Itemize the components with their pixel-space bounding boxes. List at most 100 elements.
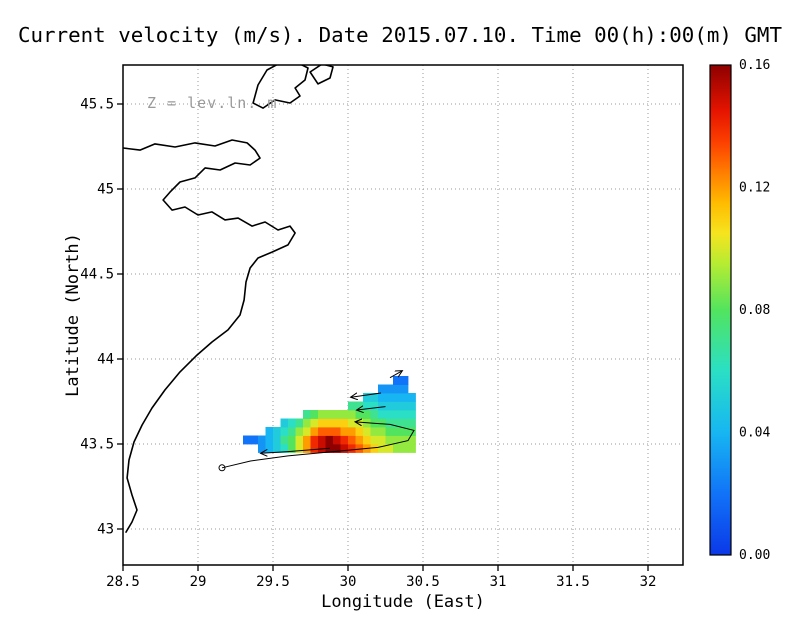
heatmap-cell [378,444,386,453]
heatmap-cell [408,401,416,411]
heatmap-cell [340,435,349,445]
heatmap-cell [348,418,356,428]
heatmap-cell [370,393,379,402]
heatmap-cell [340,427,349,436]
x-tick-label: 30 [340,574,357,590]
axis-layer: 28.5 29 29.5 30 30.5 31 31.5 32 43 43.5 44 44.5 45 45… [80,96,656,590]
heatmap-cell [243,435,251,445]
chart-title: Current velocity (m/s). Date 2015.07.10.… [18,23,782,47]
heatmap-cell [295,427,304,436]
heatmap-cell [385,384,394,394]
coastline-path [123,139,296,533]
heatmap-cell [385,444,394,453]
heatmap-cell [250,435,259,445]
heatmap-cell [288,427,296,436]
y-tick-label: 44.5 [80,266,114,282]
heatmap-cell [408,427,416,436]
heatmap-cell [340,410,349,419]
heatmap-cell [393,435,401,445]
heatmap-cell [280,418,289,428]
heatmap-cell [363,401,371,411]
colorbar-frame [709,64,732,556]
heatmap-cell [303,444,311,453]
heatmap-cell [385,435,394,445]
heatmap-cell [325,435,334,445]
heatmap-cell [378,393,386,402]
heatmap-cell [378,435,386,445]
x-tick-label: 32 [640,574,657,590]
heatmap-cell [295,435,304,445]
level-annotation: Z = lev.ln. m [147,94,277,112]
heatmap-cell [348,410,356,419]
coastline-path [252,65,309,109]
heatmap-cell [400,418,409,428]
coastline-layer [123,65,334,533]
heatmap-cell [370,410,379,419]
heatmap-cell [408,435,416,445]
heatmap-cell [355,444,364,453]
heatmap-cell [393,393,401,402]
heatmap-cell [378,418,386,428]
heatmap-cell [355,427,364,436]
x-tick-label: 30.5 [406,574,440,590]
heatmap-cell [363,427,371,436]
heatmap-cell [273,435,281,445]
heatmap-cell [370,435,379,445]
heatmap-cell [303,435,311,445]
heatmap-cell [318,435,326,445]
x-tick-label: 31 [490,574,507,590]
colorbar: 0.00 0.04 0.08 0.12 0.16 [709,58,770,563]
heatmap-cell [378,410,386,419]
heatmap-cell [310,444,319,453]
heatmap-cell [333,444,341,453]
heatmap-cell [393,376,401,385]
colorbar-tick-label: 0.08 [739,303,770,318]
x-tick-label: 31.5 [556,574,590,590]
heatmap-cell [325,418,334,428]
y-tick-label: 44 [97,351,114,367]
heatmap-cell [318,427,326,436]
heatmap-cell [318,418,326,428]
x-tick-label: 29 [190,574,207,590]
heatmap-cell [288,418,296,428]
heatmap-cell [385,418,394,428]
heatmap-cell [348,435,356,445]
y-tick-label: 45.5 [80,96,114,112]
heatmap-cell [378,384,386,394]
heatmap-cell [400,427,409,436]
heatmap-cell [325,410,334,419]
heatmap-cell [363,410,371,419]
heatmap-cell [303,418,311,428]
heatmap-cell [393,384,401,394]
heatmap-cell [400,384,409,394]
heatmap-cell [355,410,364,419]
y-axis-label: Latitude (North) [63,233,83,397]
heatmap-cell [310,410,319,419]
x-axis-label: Longitude (East) [321,592,485,612]
heatmap-cell [340,418,349,428]
velocity-arrow [351,393,382,397]
colorbar-tick-label: 0.04 [739,426,770,441]
vector-layer [218,371,415,472]
heatmap-cell [408,410,416,419]
heatmap-cell [400,401,409,411]
colorbar-gradient [710,65,731,555]
trajectory-start-marker [218,464,226,472]
heatmap-cell [370,401,379,411]
heatmap-cell [295,444,304,453]
heatmap-cell [280,444,289,453]
heatmap-cell [400,444,409,453]
heatmap-cell [355,435,364,445]
heatmap-cell [265,427,274,436]
y-tick-label: 43.5 [80,436,114,452]
heatmap-cell [273,427,281,436]
heatmap-cell [273,444,281,453]
plot-border [122,64,684,566]
heatmap-cell [265,435,274,445]
heatmap-cell [393,410,401,419]
y-tick-label: 45 [97,181,114,197]
heatmap-cell [393,401,401,411]
heatmap-cell [280,427,289,436]
